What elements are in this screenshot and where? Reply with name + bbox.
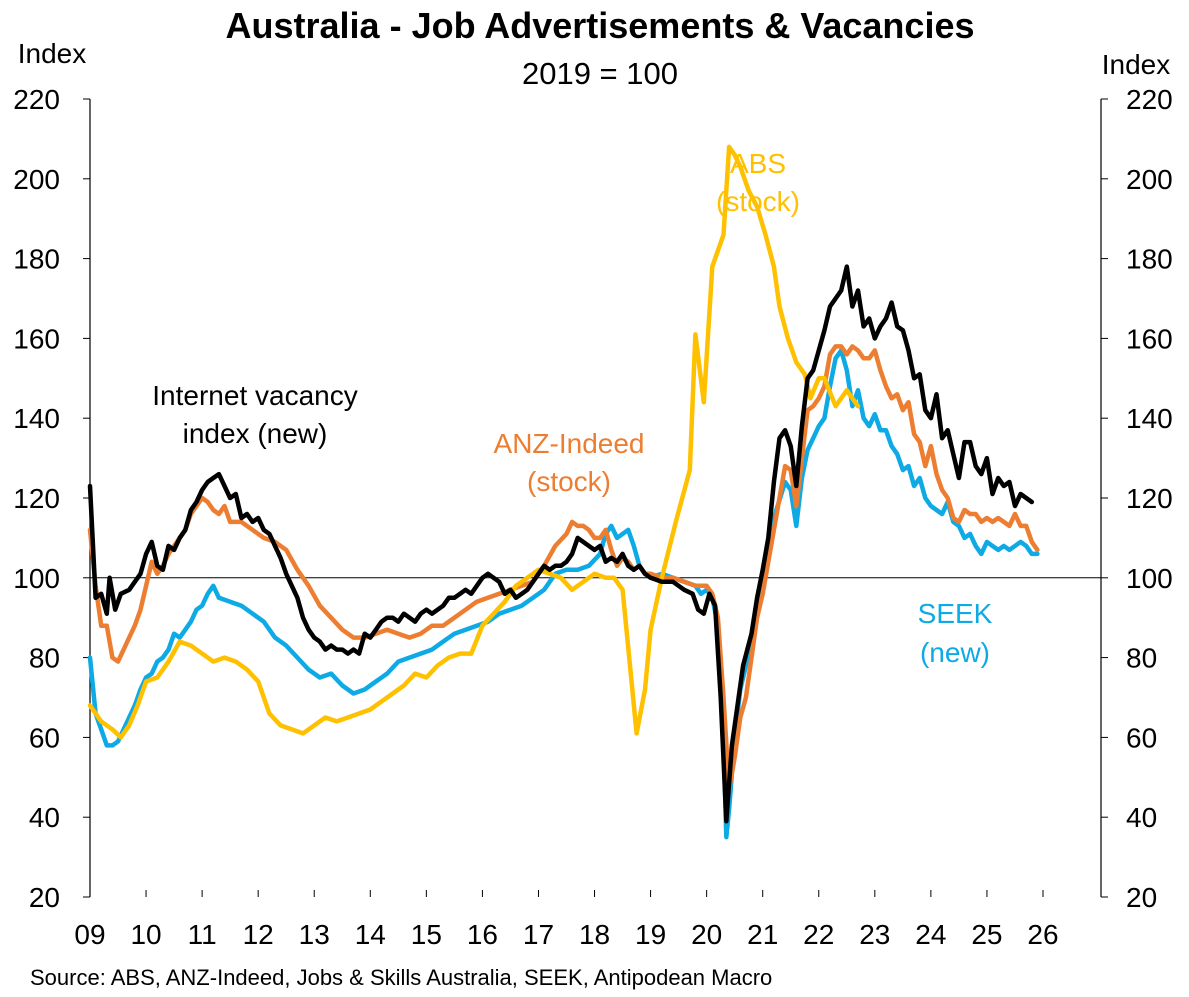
annotation-abs-line2: (stock) <box>716 186 800 217</box>
right-axis-unit-label: Index <box>1102 49 1171 80</box>
x-tick-label: 20 <box>691 919 722 950</box>
left-y-tick-label: 60 <box>29 722 60 753</box>
right-y-tick-label: 20 <box>1126 882 1157 913</box>
right-y-tick-label: 200 <box>1126 164 1173 195</box>
left-axis-unit-label: Index <box>18 38 87 69</box>
annotation-seek: SEEK (new) <box>918 598 993 668</box>
left-y-tick-label: 140 <box>13 403 60 434</box>
x-tick-label: 17 <box>523 919 554 950</box>
x-tick-label: 11 <box>188 919 217 950</box>
left-y-tick-label: 100 <box>13 563 60 594</box>
right-y-tick-label: 220 <box>1126 84 1173 115</box>
left-y-tick-label: 80 <box>29 643 60 674</box>
x-tick-label: 09 <box>74 919 105 950</box>
right-y-tick-label: 100 <box>1126 563 1173 594</box>
annotation-abs-line1: ABS <box>730 148 786 179</box>
left-y-tick-label: 40 <box>29 802 60 833</box>
x-tick-label: 24 <box>915 919 946 950</box>
right-y-tick-label: 180 <box>1126 244 1173 275</box>
right-y-tick-label: 60 <box>1126 722 1157 753</box>
right-y-tick-label: 40 <box>1126 802 1157 833</box>
x-tick-label: 25 <box>971 919 1002 950</box>
annotation-ivi: Internet vacancy index (new) <box>152 380 357 449</box>
series-line-anz <box>87 344 1040 792</box>
annotation-ivi-line1: Internet vacancy <box>152 380 357 411</box>
x-tick-label: 18 <box>579 919 610 950</box>
left-y-tick-label: 20 <box>29 882 60 913</box>
right-y-tick-label: 160 <box>1126 323 1173 354</box>
annotation-seek-line1: SEEK <box>918 598 993 629</box>
annotation-anz-line2: (stock) <box>527 466 611 497</box>
x-tick-label: 19 <box>635 919 666 950</box>
chart-title: Australia - Job Advertisements & Vacanci… <box>226 5 975 46</box>
chart-subtitle: 2019 = 100 <box>522 56 678 91</box>
annotation-anz-line1: ANZ-Indeed <box>494 428 645 459</box>
x-tick-label: 23 <box>859 919 890 950</box>
annotation-abs: ABS (stock) <box>716 148 800 217</box>
x-tick-label: 15 <box>411 919 442 950</box>
x-tick-label: 10 <box>130 919 161 950</box>
annotation-seek-line2: (new) <box>920 637 990 668</box>
annotation-ivi-line2: index (new) <box>183 418 328 449</box>
annotation-anz: ANZ-Indeed (stock) <box>494 428 645 497</box>
right-y-tick-label: 80 <box>1126 643 1157 674</box>
right-y-tick-label: 120 <box>1126 483 1173 514</box>
x-tick-label: 22 <box>803 919 834 950</box>
right-y-tick-label: 140 <box>1126 403 1173 434</box>
left-y-tick-label: 160 <box>13 323 60 354</box>
left-y-tick-label: 200 <box>13 164 60 195</box>
left-y-tick-label: 120 <box>13 483 60 514</box>
x-tick-label: 14 <box>355 919 386 950</box>
x-tick-label: 13 <box>299 919 330 950</box>
x-tick-label: 12 <box>243 919 274 950</box>
x-tick-label: 26 <box>1027 919 1058 950</box>
series-layer <box>87 144 1040 840</box>
series-line-ivi <box>87 264 1035 824</box>
left-y-tick-label: 180 <box>13 244 60 275</box>
left-y-tick-label: 220 <box>13 84 60 115</box>
x-tick-label: 21 <box>747 919 778 950</box>
series-line-abs <box>87 144 861 740</box>
source-note: Source: ABS, ANZ-Indeed, Jobs & Skills A… <box>30 965 772 990</box>
x-tick-label: 16 <box>467 919 498 950</box>
